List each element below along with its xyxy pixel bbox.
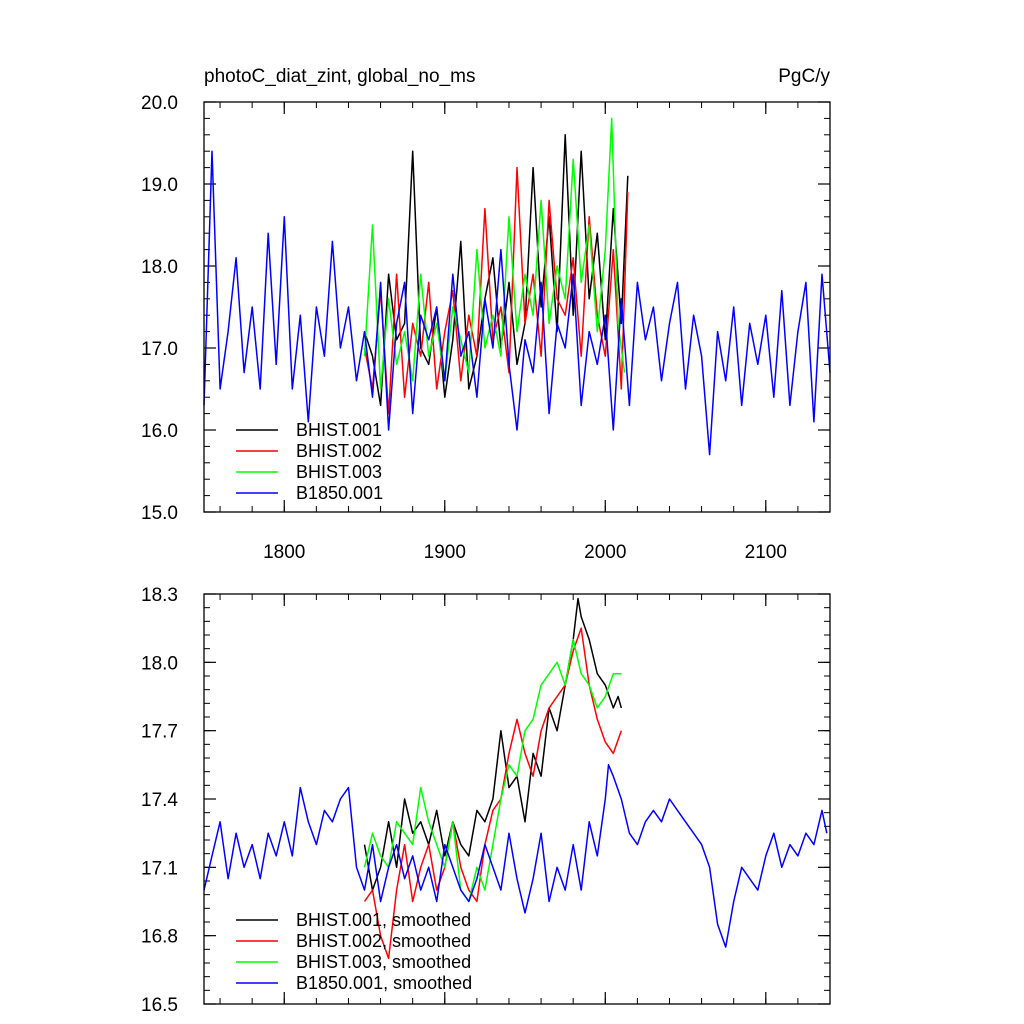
bottom-legend-label: BHIST.002, smoothed: [296, 931, 471, 951]
bottom-ytick-label: 18.0: [141, 653, 178, 674]
top-ytick-label: 15.0: [141, 503, 178, 524]
bottom-ytick-label: 16.5: [141, 995, 178, 1016]
top-ytick-label: 17.0: [141, 339, 178, 360]
top-series-line-b1850-001: [203, 150, 831, 456]
bottom-series-line-bhist-002-smoothed: [363, 627, 623, 960]
bottom-axes-ticks: [204, 593, 831, 1005]
top-chart-units: PgC/y: [778, 66, 830, 87]
top-chart-title: photoC_diat_zint, global_no_ms: [204, 66, 475, 87]
top-ytick-label: 18.0: [141, 257, 178, 278]
top-legend-label: BHIST.003: [296, 462, 382, 482]
top-ytick-label: 19.0: [141, 175, 178, 196]
top-legend-label: BHIST.002: [296, 441, 382, 461]
bottom-ytick-label: 16.8: [141, 927, 178, 948]
bottom-series-line-bhist-003-smoothed: [363, 638, 622, 903]
bottom-legend-label: BHIST.001, smoothed: [296, 910, 471, 930]
bottom-tick-labels: 16.5 16.8 17.1 17.4 17.7 18.0 18.3: [141, 585, 178, 1016]
bottom-ytick-label: 17.1: [141, 858, 178, 879]
bottom-series-line-bhist-001-smoothed: [363, 597, 623, 891]
bottom-plot-frame: [203, 593, 831, 1005]
top-panel: photoC_diat_zint, global_no_ms PgC/y 15.…: [141, 66, 831, 563]
top-series-group: [203, 117, 831, 456]
top-axes-ticks: [204, 101, 831, 513]
bottom-ytick-label: 17.7: [141, 722, 178, 743]
bottom-legend-label: B1850.001, smoothed: [296, 973, 472, 993]
bottom-panel: 16.5 16.8 17.1 17.4 17.7 18.0 18.3 BHIST.001, …: [141, 585, 831, 1016]
top-legend-label: B1850.001: [296, 483, 383, 503]
bottom-series-group: [203, 597, 828, 960]
top-ytick-label: 16.0: [141, 421, 178, 442]
top-xtick-label: 1800: [263, 542, 305, 563]
top-xtick-label: 2100: [745, 542, 787, 563]
top-plot-frame: [203, 101, 831, 513]
top-ytick-label: 20.0: [141, 93, 178, 114]
top-legend-label: BHIST.001: [296, 420, 382, 440]
bottom-ytick-label: 18.3: [141, 585, 178, 606]
bottom-series-line-b1850-001-smoothed: [203, 764, 828, 948]
bottom-ytick-label: 17.4: [141, 790, 178, 811]
top-xtick-label: 1900: [424, 542, 466, 563]
bottom-legend-label: BHIST.003, smoothed: [296, 952, 471, 972]
top-xtick-label: 2000: [584, 542, 626, 563]
top-tick-labels: 15.0 16.0 17.0 18.0 19.0 20.0 1800 1900 2000 2100: [141, 93, 787, 563]
